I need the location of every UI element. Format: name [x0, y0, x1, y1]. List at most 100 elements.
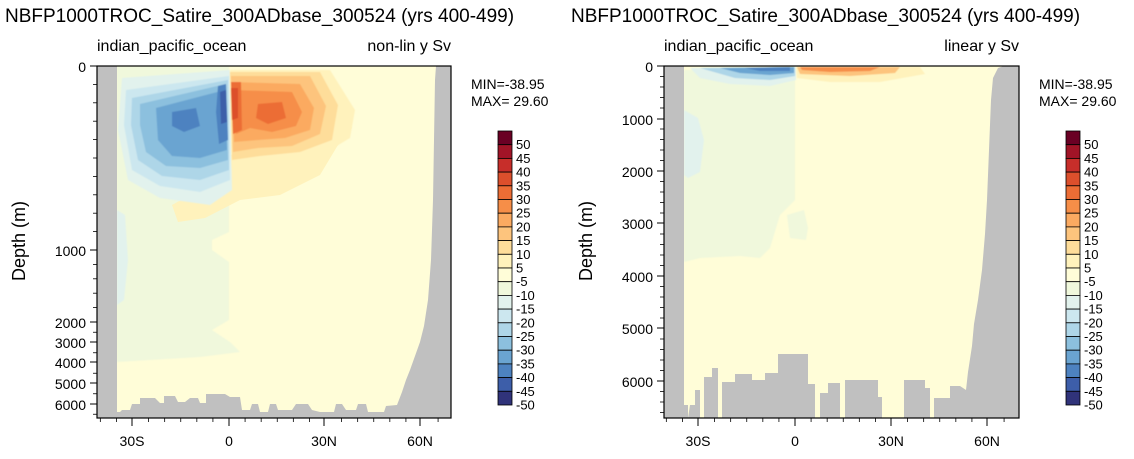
plot-frame — [663, 65, 1020, 419]
colorbar: 5045403530252015105-5-10-15-20-25-30-35-… — [497, 130, 535, 413]
x-minor-ticks — [665, 418, 1005, 422]
plot-area — [96, 65, 452, 419]
colorbar-label: -15 — [1084, 302, 1103, 317]
colorbar-box — [1065, 267, 1081, 283]
field-southern-weak — [684, 70, 795, 262]
colorbar-box — [497, 349, 513, 365]
y-tick-label: 1000 — [622, 112, 653, 128]
colorbar-box — [1065, 253, 1081, 269]
colorbar-label: -40 — [1084, 370, 1103, 385]
x-tick-label: 30N — [878, 433, 904, 449]
colorbar-label: -40 — [516, 370, 535, 385]
colorbar-box — [1065, 199, 1081, 214]
colorbar-label: 30 — [1084, 192, 1098, 207]
colorbar-box — [1065, 349, 1081, 365]
x-tick-label: 30S — [686, 433, 711, 449]
subtitle-right: non-lin y Sv — [367, 38, 451, 55]
negative-cell — [118, 70, 232, 205]
negative-cell — [690, 67, 796, 86]
colorbar-box — [1065, 212, 1081, 228]
colorbar-box — [1065, 390, 1081, 406]
colorbar-label: -5 — [1084, 274, 1096, 289]
y-tick-label: 6000 — [622, 374, 653, 390]
field-patch-small — [787, 210, 808, 240]
max-label: MAX= 29.60 — [1039, 93, 1117, 109]
colorbar-label: 10 — [1084, 247, 1098, 262]
colorbar-box — [497, 363, 513, 378]
x-minor-ticks — [99, 418, 439, 422]
x-axis: 30S 0 30N 60N — [99, 418, 439, 449]
y-tick-label: 3000 — [622, 216, 653, 232]
colorbar-box — [1065, 240, 1081, 255]
positive-cell — [796, 67, 925, 82]
y-tick-label: 0 — [78, 59, 86, 75]
colorbar-label: -45 — [1084, 384, 1103, 399]
colorbar-box — [1065, 308, 1081, 324]
land-mask-north — [397, 66, 451, 418]
colorbar-label: 40 — [1084, 165, 1098, 180]
y-axis: 0 1000 2000 3000 4000 5000 6000 — [622, 59, 664, 413]
colorbar-box — [1065, 377, 1081, 392]
colorbar-label: -35 — [1084, 356, 1103, 371]
colorbar-label: 50 — [1084, 137, 1098, 152]
colorbar-box — [497, 267, 513, 283]
colorbar-box — [1065, 336, 1081, 351]
colorbar-label: -45 — [516, 384, 535, 399]
min-label: MIN=-38.95 — [1039, 76, 1113, 92]
y-tick-label: 3000 — [55, 335, 86, 351]
colorbar-label: 15 — [516, 233, 530, 248]
colorbar-box — [1065, 157, 1081, 173]
colorbar-label: 5 — [516, 261, 523, 276]
y-tick-label: 2000 — [55, 315, 86, 331]
colorbar-box — [497, 199, 513, 214]
subtitle-left: indian_pacific_ocean — [664, 38, 813, 55]
colorbar-label: -5 — [516, 274, 528, 289]
y-tick-label: 5000 — [622, 321, 653, 337]
colorbar-label: 25 — [1084, 206, 1098, 221]
x-tick-label: 30S — [120, 433, 145, 449]
y-tick-label: 0 — [645, 59, 653, 75]
y-tick-label: 6000 — [55, 397, 86, 413]
x-tick-label: 0 — [225, 433, 233, 449]
colorbar-box — [497, 212, 513, 228]
colorbar-box — [497, 157, 513, 173]
y-tick-label: 4000 — [622, 269, 653, 285]
panel-linear: NBFP1000TROC_Satire_300ADbase_300524 (yr… — [571, 6, 1117, 449]
max-label: MAX= 29.60 — [471, 93, 549, 109]
colorbar-label: 40 — [516, 165, 530, 180]
colorbar: 5045403530252015105-5-10-15-20-25-30-35-… — [1065, 130, 1103, 413]
y-tick-label: 2000 — [622, 164, 653, 180]
colorbar-box — [497, 390, 513, 406]
y-tick-label: 1000 — [55, 243, 86, 259]
colorbar-label: 35 — [1084, 178, 1098, 193]
colorbar-box — [497, 240, 513, 255]
colorbar-box — [1065, 294, 1081, 310]
colorbar-box — [1065, 171, 1081, 187]
y-axis: 0 1000 2000 3000 4000 5000 6000 — [55, 59, 97, 415]
colorbar-box — [1065, 281, 1081, 296]
colorbar-box — [1065, 185, 1081, 200]
colorbar-box — [1065, 130, 1081, 146]
colorbar-label: -25 — [1084, 329, 1103, 344]
y-minor-ticks — [660, 76, 664, 413]
plot-area — [663, 65, 1020, 419]
land-mask-bottom — [664, 354, 966, 418]
land-mask-south — [664, 66, 684, 418]
subtitle-right: linear y Sv — [944, 38, 1019, 55]
x-axis: 30S 0 30N 60N — [665, 418, 1005, 449]
colorbar-box — [497, 281, 513, 296]
land-mask-north — [966, 66, 1019, 418]
colorbar-box — [497, 185, 513, 200]
colorbar-box — [1065, 226, 1081, 241]
colorbar-label: 5 — [1084, 261, 1091, 276]
colorbar-label: 20 — [1084, 219, 1098, 234]
colorbar-label: -15 — [516, 302, 535, 317]
chart-title: NBFP1000TROC_Satire_300ADbase_300524 (yr… — [5, 6, 514, 27]
colorbar-box — [1065, 144, 1081, 159]
colorbar-box — [497, 130, 513, 146]
colorbar-label: 45 — [516, 151, 530, 166]
land-mask-bottom — [97, 394, 397, 418]
colorbar-box — [497, 294, 513, 310]
x-tick-label: 0 — [791, 433, 799, 449]
